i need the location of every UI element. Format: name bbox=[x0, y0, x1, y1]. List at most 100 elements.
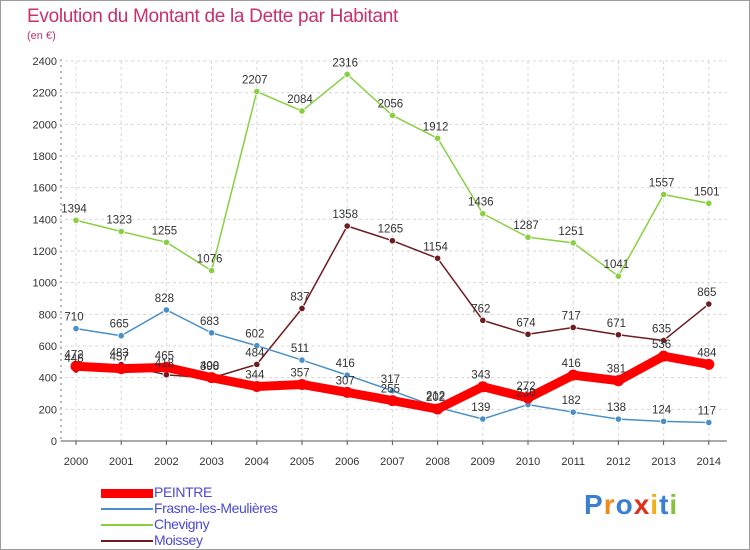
x-tick-label: 2001 bbox=[109, 456, 133, 468]
data-label: 483 bbox=[110, 348, 129, 360]
y-tick-label: 200 bbox=[39, 404, 57, 416]
data-label: 317 bbox=[381, 374, 400, 386]
data-label: 1287 bbox=[513, 220, 539, 232]
data-label: 837 bbox=[290, 291, 309, 303]
data-label: 1251 bbox=[558, 226, 584, 238]
data-label: 381 bbox=[607, 364, 626, 376]
data-label: 2084 bbox=[287, 94, 313, 106]
logo-letter: P bbox=[584, 489, 604, 520]
data-point bbox=[253, 87, 261, 96]
y-tick-label: 1000 bbox=[33, 278, 57, 290]
data-label: 139 bbox=[471, 402, 490, 414]
data-point bbox=[208, 329, 216, 337]
data-point bbox=[115, 363, 127, 375]
data-point bbox=[298, 304, 306, 313]
data-label: 536 bbox=[652, 339, 671, 351]
data-label: 683 bbox=[200, 316, 219, 328]
x-tick-label: 2012 bbox=[606, 456, 630, 468]
y-tick-label: 1600 bbox=[33, 183, 57, 195]
data-point bbox=[569, 239, 577, 247]
proxiti-logo: Proxiti bbox=[584, 489, 678, 521]
data-label: 255 bbox=[381, 384, 400, 396]
logo-letter: t bbox=[659, 489, 670, 520]
data-label: 307 bbox=[336, 375, 355, 387]
data-point bbox=[388, 387, 396, 395]
data-point bbox=[659, 190, 668, 199]
x-tick-label: 2013 bbox=[651, 456, 675, 468]
y-tick-label: 2400 bbox=[33, 56, 57, 68]
data-label: 717 bbox=[562, 310, 581, 322]
legend-label: Moissey bbox=[154, 532, 203, 548]
x-tick-label: 2004 bbox=[245, 456, 269, 468]
x-tick-label: 2008 bbox=[425, 456, 449, 468]
y-tick-label: 400 bbox=[39, 373, 57, 385]
data-point bbox=[206, 372, 218, 384]
x-tick-label: 2002 bbox=[154, 456, 178, 468]
data-label: 465 bbox=[155, 350, 174, 362]
data-label: 828 bbox=[155, 293, 174, 305]
data-point bbox=[612, 375, 624, 387]
data-point bbox=[705, 300, 713, 308]
data-label: 710 bbox=[64, 312, 83, 324]
data-point bbox=[253, 342, 261, 350]
data-label: 484 bbox=[697, 347, 717, 359]
data-point bbox=[567, 369, 579, 381]
data-label: 117 bbox=[698, 405, 716, 417]
data-label: 1557 bbox=[649, 177, 675, 189]
data-label: 2207 bbox=[242, 75, 268, 87]
data-point bbox=[341, 386, 353, 398]
logo-letter: i bbox=[669, 489, 679, 520]
y-tick-label: 800 bbox=[39, 309, 57, 321]
data-point bbox=[659, 417, 668, 425]
data-point bbox=[298, 356, 306, 364]
logo-letter: i bbox=[650, 489, 660, 520]
data-label: 484 bbox=[245, 347, 265, 359]
x-tick-label: 2009 bbox=[471, 456, 495, 468]
data-label: 665 bbox=[110, 319, 129, 331]
legend-swatch bbox=[101, 540, 153, 542]
data-point bbox=[705, 418, 713, 427]
data-label: 1154 bbox=[423, 241, 448, 253]
y-tick-label: 0 bbox=[51, 436, 57, 448]
data-label: 457 bbox=[110, 352, 129, 364]
data-label: 344 bbox=[245, 370, 265, 382]
logo-letter: x bbox=[633, 489, 651, 520]
y-tick-label: 2000 bbox=[33, 119, 57, 131]
data-label: 182 bbox=[562, 395, 581, 407]
data-label: 2316 bbox=[332, 57, 358, 69]
data-point bbox=[569, 323, 577, 332]
legend-swatch bbox=[101, 488, 153, 498]
chart-title: Evolution du Montant de la Dette par Hab… bbox=[27, 6, 398, 27]
data-point bbox=[569, 408, 577, 416]
data-label: 230 bbox=[516, 388, 535, 400]
data-point bbox=[433, 254, 442, 262]
data-point bbox=[251, 381, 263, 393]
x-tick-label: 2007 bbox=[380, 456, 404, 468]
legend-label: PEINTRE bbox=[154, 484, 212, 500]
data-point bbox=[614, 272, 623, 280]
data-label: 416 bbox=[562, 358, 581, 370]
legend-swatch bbox=[101, 524, 153, 526]
data-label: 1265 bbox=[378, 224, 404, 236]
data-point bbox=[524, 233, 532, 241]
data-point bbox=[160, 361, 172, 373]
data-point bbox=[296, 378, 308, 390]
data-label: 602 bbox=[245, 329, 264, 341]
data-label: 124 bbox=[652, 404, 672, 416]
data-label: 762 bbox=[471, 303, 490, 315]
data-point bbox=[388, 111, 396, 120]
data-point bbox=[479, 316, 487, 324]
data-label: 398 bbox=[200, 361, 219, 373]
data-label: 1501 bbox=[694, 186, 720, 198]
data-label: 1323 bbox=[106, 215, 132, 227]
data-point bbox=[432, 403, 444, 415]
data-label: 1436 bbox=[468, 197, 494, 209]
x-tick-label: 2006 bbox=[335, 456, 359, 468]
data-label: 865 bbox=[697, 287, 716, 299]
data-point bbox=[479, 415, 487, 423]
data-point bbox=[253, 360, 261, 368]
y-tick-label: 1400 bbox=[33, 214, 57, 226]
data-point bbox=[162, 306, 170, 314]
